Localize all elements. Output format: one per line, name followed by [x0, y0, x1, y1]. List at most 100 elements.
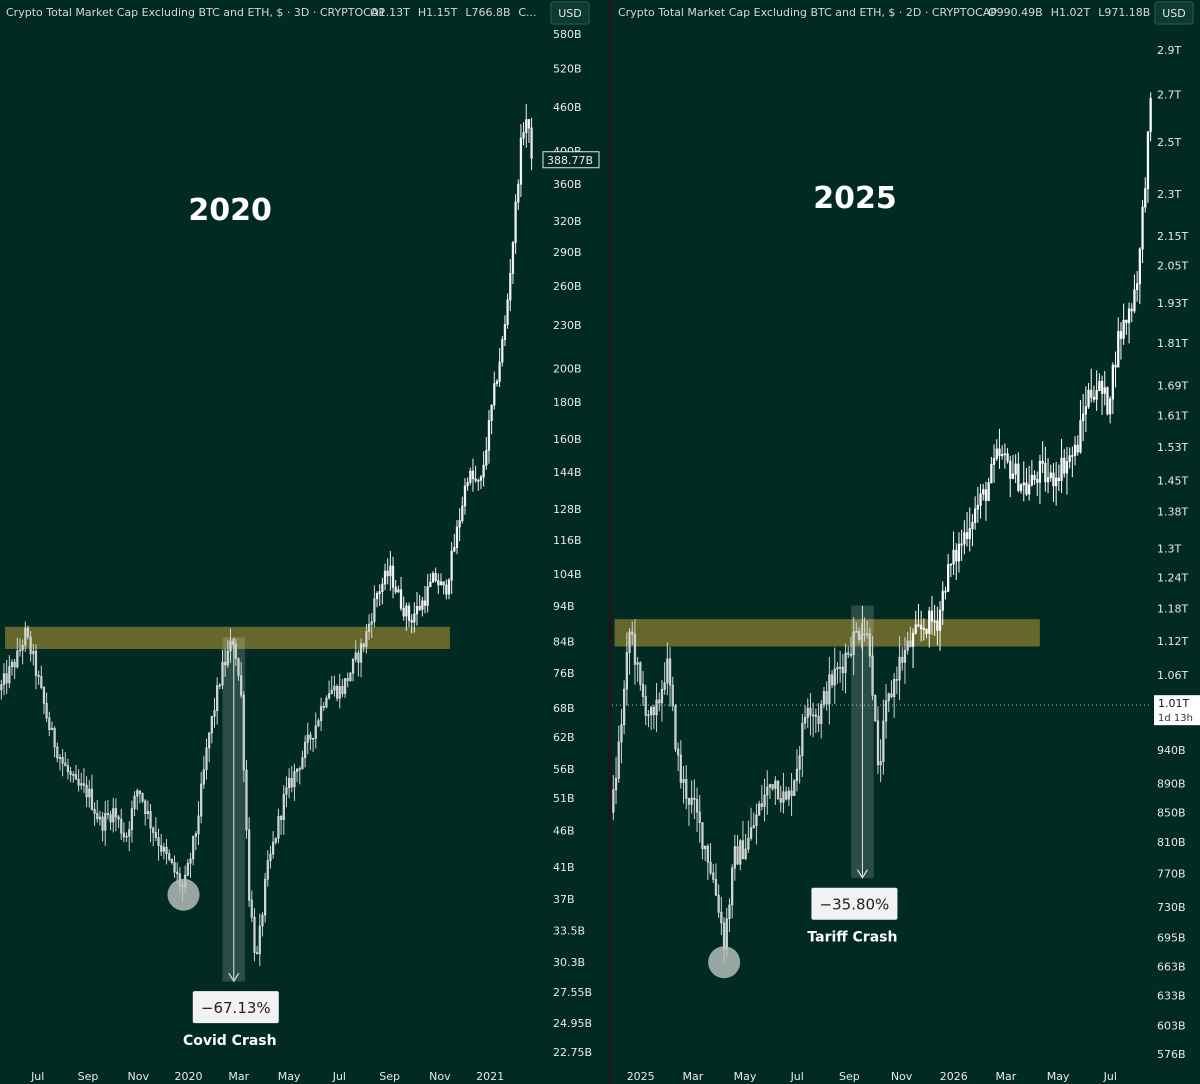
- candle-body: [341, 686, 344, 695]
- y-tick-label: 41B: [553, 861, 575, 874]
- candle-body: [825, 691, 828, 705]
- candle-body: [747, 837, 750, 850]
- candle-body: [32, 650, 35, 655]
- y-tick-label: 730B: [1157, 901, 1186, 914]
- candle-body: [511, 242, 515, 274]
- candle-body: [2, 673, 6, 686]
- candle-body: [1144, 188, 1147, 208]
- candle-body: [998, 448, 1001, 457]
- candle-body: [128, 829, 131, 837]
- candle-body: [990, 463, 993, 484]
- candle-body: [311, 737, 315, 740]
- candle-body: [450, 550, 453, 581]
- candle-body: [1022, 482, 1025, 486]
- candle-body: [941, 590, 944, 611]
- x-tick-label: Jul: [332, 1070, 346, 1083]
- y-tick-label: 1.38T: [1157, 505, 1188, 518]
- candle-body: [146, 811, 150, 815]
- x-tick-label: 2020: [175, 1070, 203, 1083]
- candle-body: [421, 600, 424, 610]
- candle-body: [429, 581, 432, 588]
- candle-body: [261, 914, 264, 927]
- candle-body: [431, 573, 435, 583]
- ohlc-l: L766.8B: [465, 6, 510, 19]
- x-tick-label: Nov: [891, 1070, 913, 1083]
- candle-body: [1011, 473, 1015, 479]
- candle-body: [1149, 97, 1152, 133]
- candle-body: [18, 649, 22, 652]
- x-tick-label: Mar: [228, 1070, 249, 1083]
- candle-body: [458, 520, 461, 528]
- candle-body: [242, 694, 245, 771]
- candle-body: [455, 526, 459, 548]
- drop-arrow-head: [856, 869, 868, 879]
- candle-body: [141, 793, 144, 802]
- candle-body: [375, 592, 379, 600]
- currency-button[interactable]: [550, 1, 590, 25]
- candle-body: [957, 543, 961, 562]
- candle-body: [930, 610, 934, 622]
- candle-body: [1003, 453, 1006, 456]
- candle-body: [501, 339, 504, 363]
- candle-body: [666, 658, 669, 684]
- candle-body: [301, 757, 304, 770]
- candle-body: [844, 652, 847, 674]
- candle-body: [298, 768, 301, 771]
- candle-body: [173, 862, 176, 873]
- candle-body: [712, 872, 715, 880]
- candle-body: [1049, 472, 1052, 479]
- candle-body: [250, 899, 253, 918]
- candle-body: [733, 846, 736, 869]
- candle-body: [803, 717, 807, 724]
- candle-body: [1009, 460, 1012, 479]
- candle-body: [56, 746, 59, 759]
- year-label: 2025: [813, 181, 897, 216]
- candle-body: [72, 774, 75, 776]
- candle-body: [58, 757, 62, 759]
- candle-body: [1106, 387, 1109, 415]
- candle-body: [830, 674, 834, 686]
- candle-body: [293, 771, 296, 788]
- candle-body: [955, 549, 958, 562]
- candle-body: [857, 630, 861, 640]
- candle-body: [255, 952, 259, 955]
- y-tick-label: 94B: [553, 600, 575, 613]
- candle-body: [479, 476, 483, 481]
- candle-body: [979, 493, 982, 506]
- candle-body: [1063, 457, 1066, 474]
- candle-body: [855, 630, 858, 633]
- candle-body: [971, 522, 974, 530]
- candle-body: [766, 786, 769, 796]
- ohlc-o: O990.49B: [988, 6, 1043, 19]
- candle-body: [1109, 398, 1112, 415]
- candle-body: [503, 324, 507, 340]
- candle-body: [64, 762, 67, 767]
- y-tick-label: 22.75B: [553, 1046, 592, 1059]
- candle-body: [1060, 457, 1063, 481]
- candle-body: [749, 827, 753, 839]
- candle-body: [34, 650, 38, 676]
- candle-body: [763, 794, 766, 807]
- candle-body: [229, 640, 232, 652]
- candle-body: [415, 606, 419, 615]
- x-tick-label: Sep: [839, 1070, 860, 1083]
- candle-body: [847, 652, 850, 655]
- candle-body: [898, 656, 901, 681]
- currency-button[interactable]: [1154, 1, 1194, 25]
- last-price-countdown: 1d 13h: [1158, 713, 1193, 724]
- y-tick-label: 27.55B: [553, 986, 592, 999]
- candle-body: [944, 590, 947, 593]
- candle-body: [517, 183, 520, 203]
- candle-body: [208, 732, 211, 749]
- last-price-label: 1.01T: [1158, 697, 1189, 710]
- candle-body: [1130, 308, 1133, 312]
- y-tick-label: 460B: [553, 101, 582, 114]
- candle-body: [477, 479, 480, 482]
- candle-body: [186, 862, 189, 876]
- candle-body: [514, 201, 517, 244]
- y-tick-label: 1.93T: [1157, 297, 1188, 310]
- candle-body: [189, 858, 192, 864]
- candle-body: [728, 904, 731, 920]
- candle-body: [693, 797, 696, 800]
